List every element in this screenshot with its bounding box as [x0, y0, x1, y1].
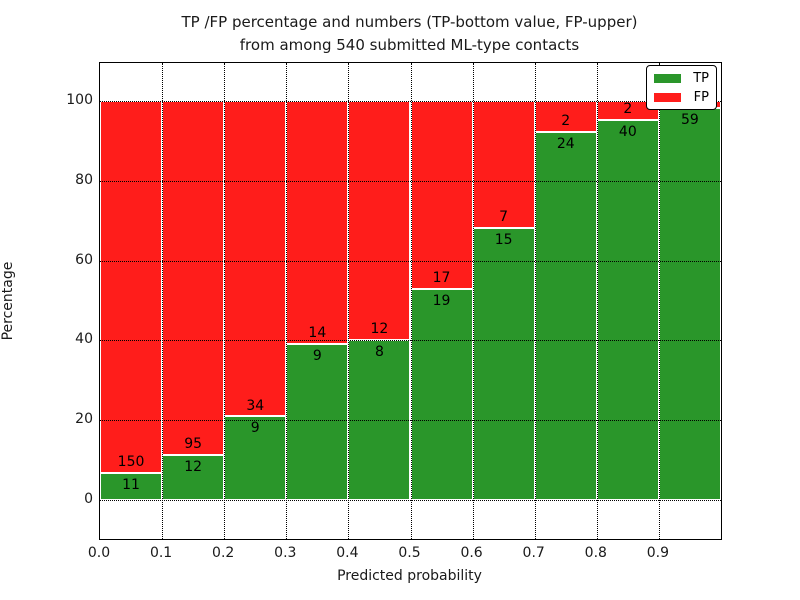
legend-item-tp: TP	[654, 71, 709, 85]
y-tick-label: 20	[75, 411, 93, 428]
tp-bar-segment	[286, 343, 349, 500]
x-tick-label: 0.9	[646, 545, 670, 561]
fp-count-label: 34	[246, 397, 265, 414]
fp-bar-segment	[100, 101, 163, 473]
fp-count-label: 12	[370, 321, 389, 338]
fp-count-label: 2	[561, 112, 571, 129]
fp-bar-segment	[162, 101, 225, 456]
tp-count-label: 9	[250, 420, 260, 437]
fp-count-label: 150	[117, 453, 145, 470]
vertical-gridline	[534, 63, 536, 539]
tp-bar-segment	[472, 227, 535, 500]
vertical-gridline	[472, 63, 474, 539]
tp-bar-segment	[596, 120, 659, 500]
chart-title: TP /FP percentage and numbers (TP-bottom…	[99, 11, 720, 57]
chart-title-line1: TP /FP percentage and numbers (TP-bottom…	[181, 13, 638, 31]
tp-bar-segment	[534, 131, 597, 500]
vertical-gridline	[348, 63, 350, 539]
vertical-gridline	[224, 63, 226, 539]
x-tick-label: 0.6	[460, 545, 483, 561]
tp-bar-segment	[658, 107, 721, 500]
fp-count-label: 7	[499, 208, 509, 225]
fp-count-label: 2	[623, 101, 633, 117]
tp-bar-segment	[410, 289, 473, 500]
fp-bar-segment	[348, 101, 411, 341]
x-tick-label: 0.5	[398, 545, 421, 561]
tp-count-label: 8	[374, 344, 384, 361]
legend-label-fp: FP	[693, 89, 709, 105]
vertical-gridline	[162, 63, 164, 539]
legend-label-tp: TP	[693, 70, 709, 86]
x-axis-label: Predicted probability	[337, 568, 482, 584]
vertical-gridline	[410, 63, 412, 539]
tp-count-label: 9	[312, 347, 322, 364]
y-tick-label: 100	[66, 92, 93, 108]
y-tick-label: 80	[75, 171, 93, 188]
x-tick-label: 0.2	[212, 545, 235, 561]
y-tick-label: 60	[75, 251, 93, 268]
legend: TP FP	[646, 65, 717, 110]
fp-bar-segment	[224, 101, 287, 417]
tp-color-swatch	[654, 73, 681, 83]
tp-bar-segment	[100, 472, 163, 500]
vertical-gridline	[286, 63, 288, 539]
tp-count-label: 40	[618, 124, 637, 140]
tp-count-label: 24	[556, 135, 575, 152]
x-tick-label: 0.4	[336, 545, 359, 561]
tp-count-label: 12	[184, 459, 203, 476]
fp-color-swatch	[654, 92, 681, 102]
fp-bar-segment	[410, 101, 473, 290]
x-tick-label: 0.0	[87, 545, 111, 561]
tp-count-label: 11	[122, 476, 140, 493]
fp-count-label: 17	[432, 270, 451, 287]
y-tick-label: 40	[75, 331, 93, 348]
vertical-gridline	[596, 63, 598, 539]
chart-title-line2: from among 540 submitted ML-type contact…	[239, 36, 580, 54]
y-tick-label: 0	[84, 491, 93, 507]
fp-bar-segment	[286, 101, 349, 344]
y-axis-label: Percentage	[0, 261, 16, 341]
tp-count-label: 19	[432, 293, 451, 310]
tp-count-label: 15	[494, 231, 513, 248]
x-tick-label: 0.7	[522, 545, 545, 561]
fp-bar-segment	[472, 101, 535, 228]
x-tick-label: 0.1	[149, 545, 173, 561]
plot-area: 1501195123491491281719715224240159	[99, 62, 722, 540]
fp-count-label: 95	[184, 436, 203, 453]
vertical-gridline	[658, 63, 660, 539]
fp-count-label: 14	[308, 324, 327, 341]
x-tick-label: 0.8	[584, 545, 607, 561]
x-tick-label: 0.3	[274, 545, 297, 561]
legend-item-fp: FP	[654, 90, 709, 104]
tp-count-label: 59	[681, 111, 699, 128]
